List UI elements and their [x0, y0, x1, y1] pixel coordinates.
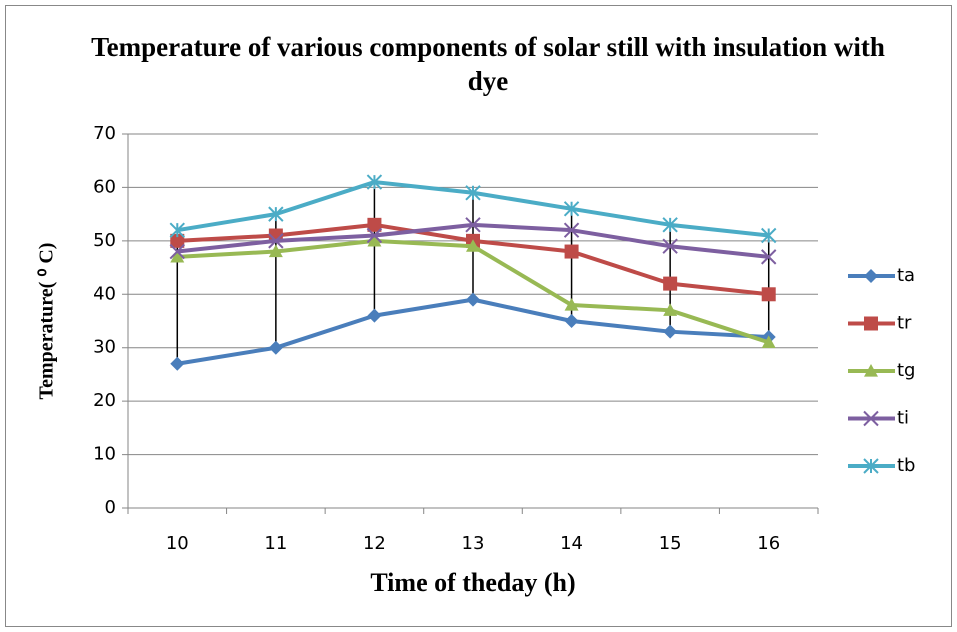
legend-marker — [864, 316, 878, 331]
x-tick-label: 10 — [166, 533, 189, 554]
legend-label: ti — [897, 408, 909, 429]
data-point — [268, 244, 283, 258]
data-point — [366, 174, 383, 190]
data-point — [662, 217, 678, 233]
x-tick-label: 12 — [363, 533, 386, 554]
x-tick-label: 11 — [264, 533, 287, 554]
x-axis-label: Time of theday (h) — [370, 568, 575, 597]
data-point — [268, 233, 284, 249]
legend-marker — [864, 364, 878, 377]
legend-label: tb — [897, 455, 915, 476]
data-point — [367, 308, 382, 323]
y-axis-label: Temperature( ⁰ C) — [36, 243, 58, 400]
x-tick-label: 14 — [560, 533, 583, 554]
data-point — [268, 206, 284, 222]
y-tick-label: 60 — [93, 176, 116, 197]
data-point — [268, 340, 283, 355]
data-point — [170, 233, 185, 248]
data-point — [367, 233, 382, 247]
data-point — [564, 314, 579, 328]
data-point — [169, 222, 185, 238]
data-point — [564, 297, 579, 311]
data-point — [466, 239, 480, 252]
data-point — [761, 335, 776, 348]
data-point — [465, 185, 481, 201]
data-point — [169, 243, 185, 260]
legend-marker — [863, 458, 879, 474]
data-point — [761, 249, 777, 265]
legend-marker — [864, 269, 878, 283]
legend-marker — [863, 410, 879, 427]
data-point — [563, 222, 580, 238]
x-tick-label: 13 — [462, 533, 485, 554]
y-tick-label: 70 — [93, 123, 116, 144]
data-point — [367, 217, 382, 232]
x-tick-label: 15 — [659, 533, 682, 554]
data-point — [366, 227, 383, 244]
x-tick-label: 16 — [757, 533, 780, 554]
data-point — [170, 249, 185, 263]
chart-title: Temperature of various components of sol… — [91, 32, 885, 96]
y-tick-label: 40 — [93, 283, 116, 304]
legend-label: tr — [897, 313, 912, 334]
y-tick-label: 10 — [93, 444, 116, 465]
y-tick-label: 30 — [93, 337, 116, 358]
y-tick-label: 0 — [105, 497, 116, 518]
data-point — [663, 276, 678, 291]
data-point — [761, 227, 777, 244]
legend-label: ta — [897, 265, 915, 286]
chart-border — [5, 5, 952, 627]
data-point — [563, 201, 580, 217]
legend-label: tg — [897, 360, 915, 381]
data-point — [663, 324, 678, 339]
data-point — [761, 287, 776, 302]
y-tick-label: 20 — [93, 390, 116, 411]
data-point — [662, 238, 678, 254]
data-point — [466, 292, 480, 307]
data-point — [170, 356, 185, 371]
data-point — [564, 244, 579, 259]
data-point — [465, 217, 481, 233]
data-point — [663, 303, 678, 316]
y-tick-label: 50 — [93, 230, 116, 251]
